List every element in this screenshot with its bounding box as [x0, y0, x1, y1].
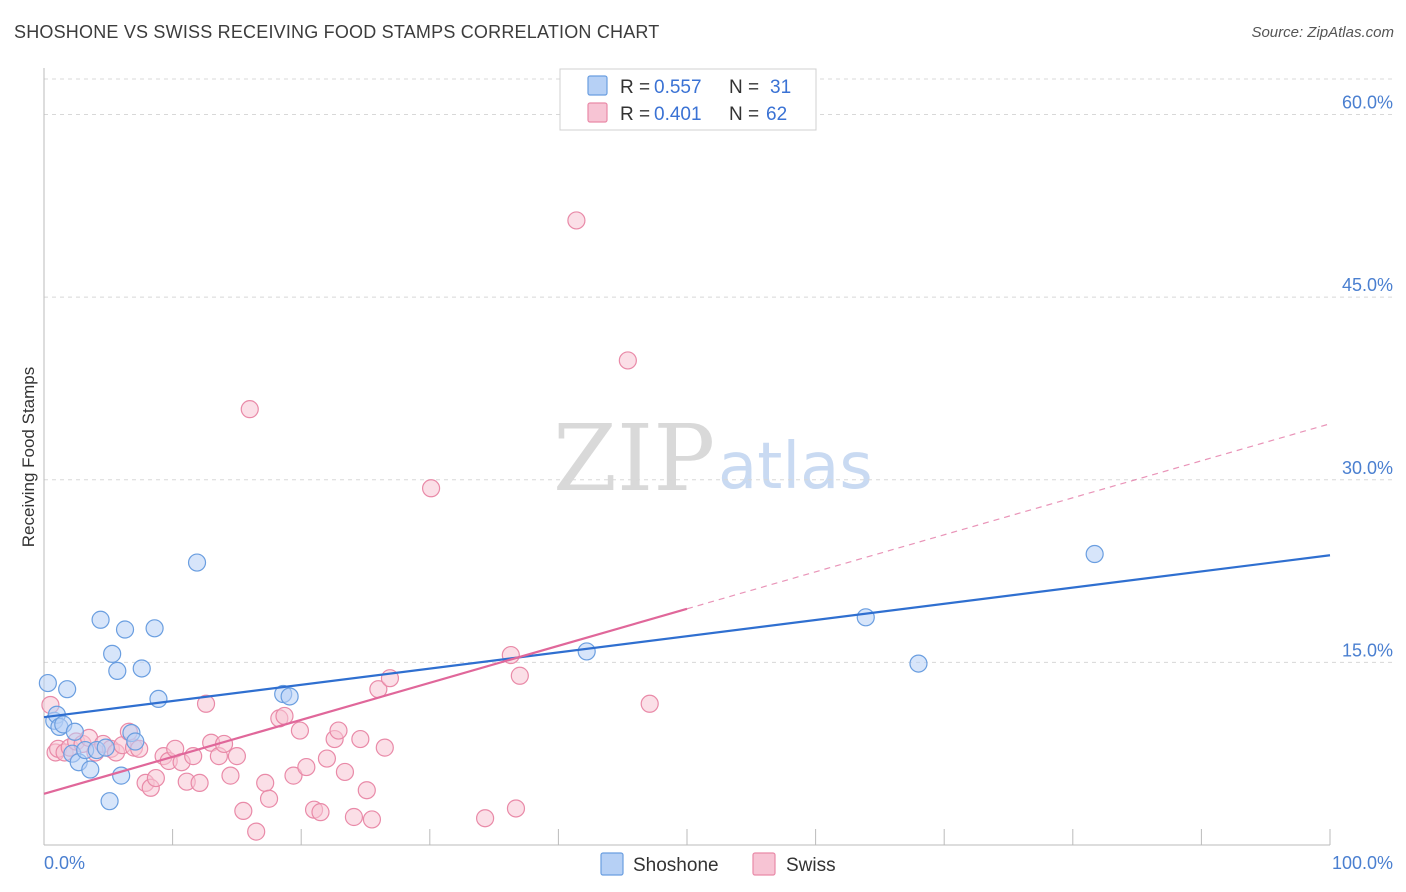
watermark-atlas: atlas — [718, 430, 873, 504]
point-swiss — [317, 749, 337, 768]
chart-title: SHOSHONE VS SWISS RECEIVING FOOD STAMPS … — [14, 22, 660, 42]
point-swiss — [362, 810, 382, 829]
point-swiss — [146, 768, 165, 788]
watermark: ZIP atlas — [553, 405, 873, 512]
point-swiss — [421, 479, 441, 498]
point-shoshone — [96, 738, 115, 757]
point-shoshone — [145, 619, 164, 638]
point-swiss — [284, 766, 303, 785]
gridlines — [44, 78, 1392, 663]
point-shoshone — [58, 680, 77, 699]
y-tick-labels: 15.0% 30.0% 45.0% 60.0% — [1342, 93, 1393, 661]
legend-swiss-r-value: 0.401 — [654, 104, 702, 125]
point-swiss — [510, 666, 529, 685]
point-shoshone — [909, 654, 928, 673]
point-shoshone — [81, 760, 100, 779]
legend-shoshone-swatch — [587, 75, 608, 96]
trendlines — [43, 423, 1331, 795]
point-shoshone — [100, 792, 119, 811]
point-swiss — [375, 738, 394, 757]
point-swiss — [240, 400, 259, 419]
legend-swiss-n-label: N = — [729, 104, 759, 125]
point-swiss — [196, 694, 216, 713]
bottom-legend-swiss-label: Swiss — [786, 855, 836, 876]
point-shoshone — [38, 673, 57, 693]
point-swiss — [259, 789, 279, 808]
point-shoshone — [115, 620, 135, 639]
point-shoshone — [91, 610, 110, 629]
point-swiss — [190, 773, 209, 793]
point-swiss — [357, 781, 376, 800]
legend-swiss-swatch — [587, 102, 608, 123]
point-swiss — [475, 809, 495, 828]
point-swiss — [640, 694, 659, 713]
shoshone-points — [38, 544, 1104, 811]
x-axis-ticks — [172, 829, 1331, 845]
bottom-legend-swiss-swatch — [752, 852, 776, 876]
point-shoshone — [103, 644, 122, 663]
bottom-legend-shoshone-swatch — [600, 852, 624, 876]
point-shoshone — [126, 732, 145, 751]
point-swiss — [351, 729, 370, 749]
y-tick-label: 45.0% — [1342, 275, 1393, 295]
point-shoshone — [187, 553, 207, 572]
x-tick-label-max: 100.0% — [1332, 853, 1393, 873]
trendline-shoshone — [43, 554, 1331, 719]
point-swiss — [290, 721, 310, 740]
point-shoshone — [65, 722, 84, 741]
point-shoshone — [856, 608, 875, 627]
legend-swiss-n-value: 62 — [766, 104, 787, 125]
point-swiss — [221, 766, 240, 785]
legend-swiss-r-label: R = — [620, 104, 650, 125]
point-shoshone — [280, 687, 299, 706]
point-swiss — [247, 822, 266, 841]
point-shoshone — [1085, 544, 1104, 564]
legend-shoshone-n-label: N = — [729, 77, 759, 98]
point-swiss — [567, 211, 586, 230]
point-swiss — [329, 721, 348, 740]
series-legend: Shoshone Swiss — [600, 852, 836, 876]
point-swiss — [227, 747, 246, 766]
point-shoshone — [577, 642, 596, 661]
point-shoshone — [132, 659, 151, 678]
point-swiss — [256, 773, 275, 793]
legend-shoshone-r-label: R = — [620, 77, 650, 98]
bottom-legend-shoshone-label: Shoshone — [633, 855, 719, 876]
correlation-legend: R = 0.557 N = 31 R = 0.401 N = 62 — [559, 68, 817, 131]
trendline-swiss — [43, 607, 688, 795]
legend-shoshone-n-value: 31 — [770, 77, 791, 98]
legend-shoshone-r-value: 0.557 — [654, 77, 702, 98]
source-label: Source: ZipAtlas.com — [1251, 24, 1394, 41]
point-shoshone — [108, 661, 127, 681]
point-swiss — [297, 757, 316, 777]
point-swiss — [234, 801, 253, 821]
y-tick-label: 15.0% — [1342, 640, 1393, 660]
y-tick-label: 30.0% — [1342, 458, 1393, 478]
watermark-zip: ZIP — [553, 405, 715, 512]
x-tick-label-min: 0.0% — [44, 853, 85, 873]
y-axis-label: Receiving Food Stamps — [19, 367, 38, 547]
point-swiss — [506, 799, 526, 818]
point-swiss — [344, 807, 364, 827]
point-swiss — [335, 762, 355, 782]
y-tick-label: 60.0% — [1342, 93, 1393, 113]
point-swiss — [311, 803, 330, 822]
point-shoshone — [149, 689, 168, 709]
point-swiss — [618, 351, 637, 370]
trendline-swiss-extension — [686, 423, 1331, 610]
